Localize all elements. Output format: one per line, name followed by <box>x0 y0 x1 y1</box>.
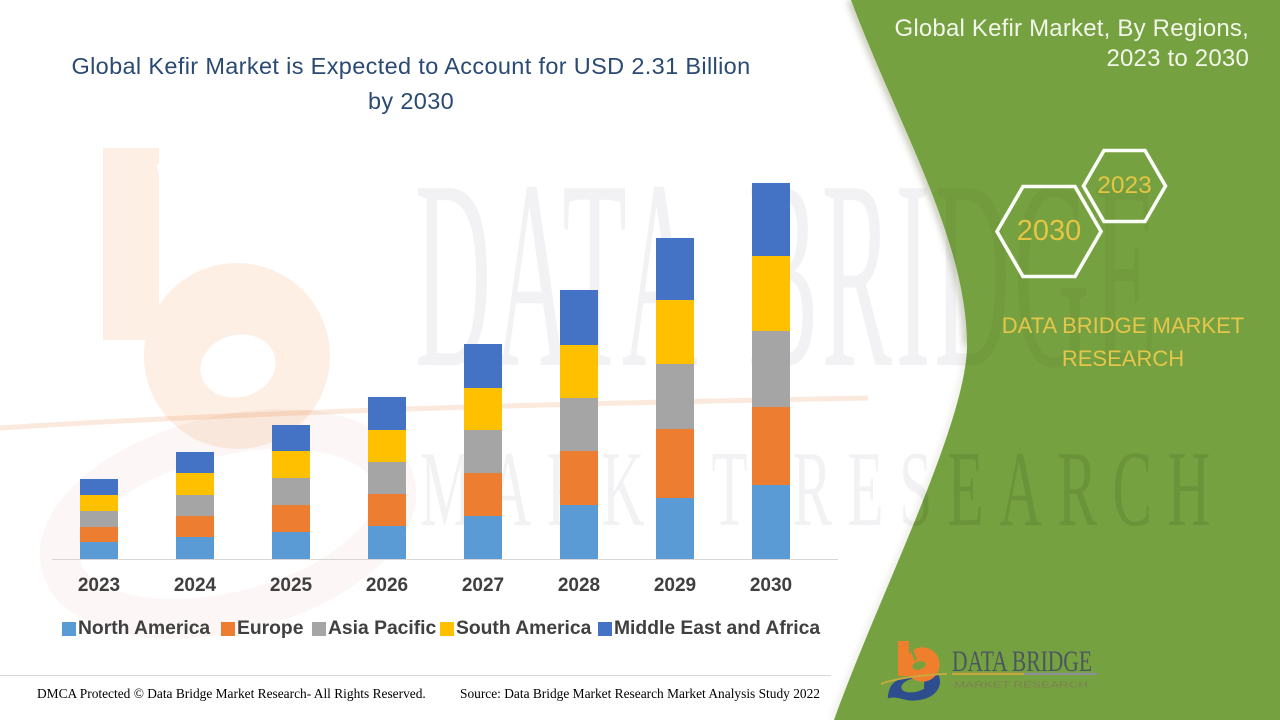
svg-text:MARKET RESEARCH: MARKET RESEARCH <box>954 680 1088 690</box>
svg-text:2030: 2030 <box>1017 215 1082 247</box>
svg-text:DATA BRIDGE: DATA BRIDGE <box>952 645 1092 678</box>
svg-text:2023: 2023 <box>1097 172 1152 199</box>
